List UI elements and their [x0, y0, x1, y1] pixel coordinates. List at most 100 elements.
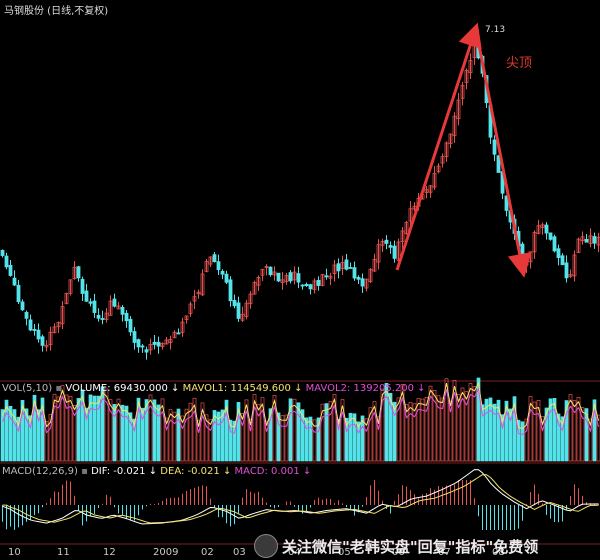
candle [260, 268, 265, 282]
candle [532, 230, 537, 259]
volume-bar [200, 402, 205, 462]
candle [348, 262, 353, 269]
down-arrow-icon: ↓ [148, 466, 158, 477]
volume-bar [488, 397, 493, 462]
volume-bar [460, 387, 465, 462]
volume-bar [408, 401, 413, 462]
volume-bar [4, 399, 9, 462]
candle [356, 275, 361, 285]
volume-bar [212, 410, 217, 462]
volume-bar [92, 395, 97, 462]
candle [84, 283, 89, 302]
volume-bar [464, 391, 469, 462]
candle [408, 201, 413, 228]
date-tick: 03 [233, 547, 246, 558]
volume-bar [476, 377, 481, 462]
volume-bar [272, 395, 277, 462]
candle [556, 244, 561, 266]
mavol2-line [2, 387, 599, 436]
volume-bar [116, 398, 121, 462]
date-tick: 06 [392, 547, 405, 558]
peak-price-label: 7.13 [485, 25, 506, 35]
volume-bar [548, 398, 553, 462]
candle [108, 295, 113, 316]
candle [36, 323, 41, 343]
volume-bar [412, 403, 417, 462]
volume-bar [596, 414, 600, 462]
candle [544, 222, 549, 240]
candle [404, 220, 409, 235]
candle [244, 299, 249, 320]
volume-bar [264, 421, 269, 462]
volume-bar [364, 418, 369, 462]
candle [148, 338, 153, 355]
volume-ma-lines [2, 381, 599, 436]
volume-bar [584, 408, 589, 462]
candle [208, 256, 213, 267]
volume-bar [228, 419, 233, 462]
volume-bar [304, 417, 309, 462]
candle [52, 323, 57, 334]
candle [76, 265, 81, 282]
volume-value: VOLUME: 69430.000 [65, 383, 168, 394]
candle [240, 306, 245, 323]
volume-bar [444, 378, 449, 462]
volume-bar [504, 400, 509, 462]
volume-bar [392, 401, 397, 462]
candle [472, 41, 477, 65]
volume-bar [232, 420, 237, 462]
macd-series [2, 469, 599, 530]
volume-bar [0, 409, 5, 462]
candle [216, 254, 221, 275]
candle [392, 240, 397, 263]
candle [232, 294, 237, 309]
candle [296, 266, 301, 289]
candle [184, 315, 189, 324]
volume-bar [288, 398, 293, 462]
volume-bar [224, 399, 229, 462]
volume-bar [512, 396, 517, 462]
candle [460, 81, 465, 106]
volume-bar [248, 419, 253, 462]
candle [276, 272, 281, 283]
volume-bar [156, 404, 161, 462]
volume-bar [112, 404, 117, 462]
pattern-annotation: 尖顶 [506, 56, 533, 71]
volume-bar [580, 407, 585, 462]
mavol1-line [2, 381, 599, 430]
volume-bar [348, 412, 353, 462]
volume-bar [96, 395, 101, 462]
candle [128, 316, 133, 336]
volume-bar [172, 411, 177, 462]
volume-bar [108, 399, 113, 462]
volume-bar [396, 397, 401, 462]
date-tick: 2009 [153, 547, 179, 558]
candle [360, 273, 365, 294]
candle [0, 249, 5, 258]
volume-bar [520, 421, 525, 462]
candle [72, 260, 77, 280]
candle [364, 278, 369, 292]
volume-bar [192, 397, 197, 462]
candle [384, 235, 389, 250]
volume-bar [524, 418, 529, 462]
candle [12, 270, 17, 286]
candle [320, 273, 325, 287]
volume-bar [356, 421, 361, 462]
candle [28, 314, 33, 332]
candle [436, 163, 441, 174]
candle [64, 292, 69, 305]
candle [152, 334, 157, 350]
candle [92, 293, 97, 318]
volume-bar [276, 412, 281, 462]
volume-bar [568, 394, 573, 462]
candle [300, 284, 305, 290]
volume-bar [160, 398, 165, 462]
candle [204, 258, 209, 273]
volume-bar [120, 404, 125, 462]
candle [328, 272, 333, 286]
volume-bar [24, 408, 29, 462]
candle [80, 276, 85, 301]
volume-bar [380, 388, 385, 462]
